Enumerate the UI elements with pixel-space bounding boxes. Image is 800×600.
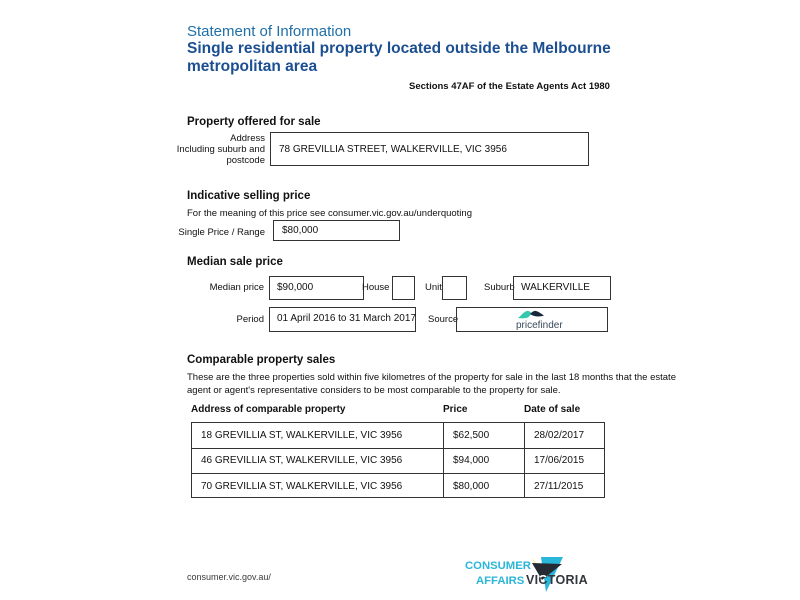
svg-text:AFFAIRS: AFFAIRS bbox=[476, 575, 525, 587]
svg-text:VICTORIA: VICTORIA bbox=[526, 573, 588, 587]
svg-text:CONSUMER: CONSUMER bbox=[465, 560, 531, 572]
